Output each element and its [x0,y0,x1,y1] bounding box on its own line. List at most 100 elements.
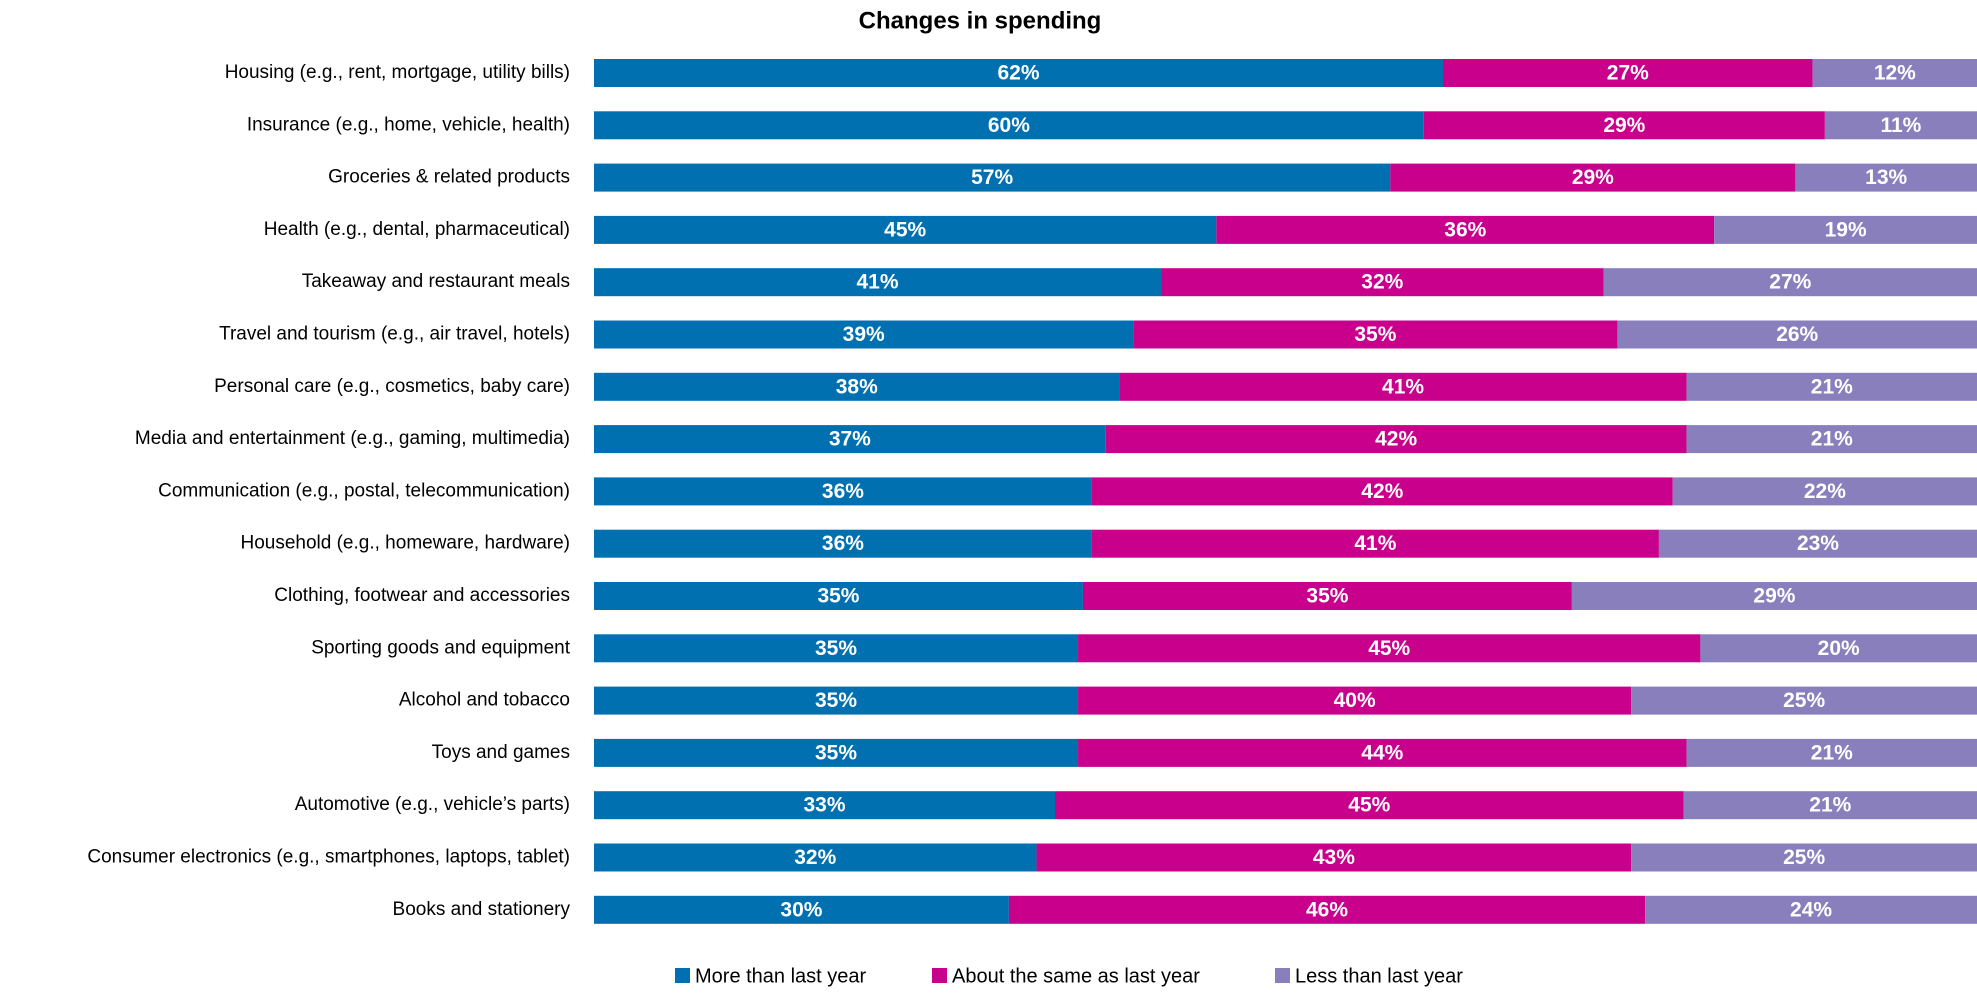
data-label: 39% [843,323,885,346]
data-label: 40% [1334,689,1376,712]
bar-segment [1119,372,1687,401]
bar-segment [1686,738,1977,767]
bar-segment [1686,372,1977,401]
bar-segment [1078,634,1701,663]
data-label: 11% [1880,114,1921,137]
data-label: 41% [1382,375,1424,398]
category-label: Sporting goods and equipment [311,637,571,658]
data-label: 13% [1865,166,1907,189]
data-label: 35% [1354,323,1396,346]
bar-segment [1423,111,1825,140]
category-label: Household (e.g., homeware, hardware) [240,533,570,554]
data-label: 35% [815,741,857,764]
bar-segment [594,163,1391,192]
data-label: 33% [803,794,845,817]
legend-swatch [932,968,947,983]
bar-segment [1105,425,1687,454]
data-label: 12% [1874,62,1916,85]
data-label: 37% [829,428,871,451]
bar-segment [594,529,1092,558]
data-label: 19% [1825,218,1867,241]
bar-segment [1571,582,1977,610]
data-label: 35% [817,585,859,608]
data-label: 45% [1348,794,1390,817]
bar-segment [1161,268,1604,297]
category-label: Housing (e.g., rent, mortgage, utility b… [225,62,570,83]
data-label: 26% [1776,323,1818,346]
data-label: 29% [1572,166,1614,189]
bar-segment [1700,634,1977,663]
bar-segment [1658,529,1977,558]
category-label: Insurance (e.g., home, vehicle, health) [247,114,570,135]
bar-segment [1078,738,1687,767]
data-label: 21% [1811,741,1853,764]
legend-label: Less than last year [1295,965,1463,987]
bar-segment [1714,215,1977,244]
bar-segment [594,843,1037,872]
category-label: Communication (e.g., postal, telecommuni… [158,480,570,501]
bar-segment [1055,791,1684,820]
category-label: Toys and games [432,742,570,763]
category-label: Clothing, footwear and accessories [274,585,570,606]
bar-segment [594,320,1134,349]
data-label: 27% [1607,62,1649,85]
data-label: 35% [1306,585,1348,608]
category-label: Takeaway and restaurant meals [302,271,570,292]
data-label: 35% [815,637,857,660]
data-label: 27% [1769,271,1811,294]
bar-segment [594,738,1079,767]
category-label: Books and stationery [393,899,571,920]
bar-segment [1686,425,1977,454]
data-label: 21% [1811,375,1853,398]
category-label: Media and entertainment (e.g., gaming, m… [135,428,570,449]
bar-segment [594,634,1079,663]
bar-segment [1036,843,1632,872]
data-label: 38% [836,375,878,398]
bar-segment [1091,529,1659,558]
bar-segment [1603,268,1977,297]
legend-swatch [675,968,690,983]
data-label: 20% [1818,637,1860,660]
bar-segment [1683,791,1977,820]
data-label: 42% [1375,428,1417,451]
bar-segment [594,582,1083,610]
bar-segment [594,111,1424,140]
data-label: 36% [822,532,864,555]
data-label: 23% [1797,532,1839,555]
bar-segment [594,791,1055,820]
bar-segment [1008,895,1646,924]
bar-segment [1078,686,1632,715]
bar-segment [1824,111,1977,140]
bar-segment [1672,477,1977,506]
data-label: 25% [1783,846,1825,869]
bar-segment [1631,843,1977,872]
bar-segment [1631,686,1977,715]
bar-segment [594,59,1443,87]
category-label: Alcohol and tobacco [399,690,570,711]
category-label: Personal care (e.g., cosmetics, baby car… [214,376,570,397]
bar-segment [594,372,1120,401]
data-label: 21% [1811,428,1853,451]
category-label: Consumer electronics (e.g., smartphones,… [87,847,570,868]
bar-segment [594,895,1009,924]
data-label: 29% [1753,585,1795,608]
data-label: 62% [997,62,1039,85]
data-label: 45% [884,218,926,241]
bar-segment [1442,59,1813,87]
category-label: Health (e.g., dental, pharmaceutical) [264,219,570,240]
data-label: 35% [815,689,857,712]
category-label: Automotive (e.g., vehicle’s parts) [295,794,570,815]
bar-segment [1091,477,1673,506]
bar-segment [1795,163,1977,192]
data-label: 44% [1361,741,1403,764]
data-label: 45% [1368,637,1410,660]
bar-segment [1617,320,1977,349]
bar-segment [594,477,1092,506]
bar-segment [1390,163,1796,192]
data-label: 24% [1790,898,1832,921]
data-label: 30% [780,898,822,921]
legend-label: About the same as last year [952,965,1200,987]
data-label: 22% [1804,480,1846,503]
legend-swatch [1275,968,1290,983]
